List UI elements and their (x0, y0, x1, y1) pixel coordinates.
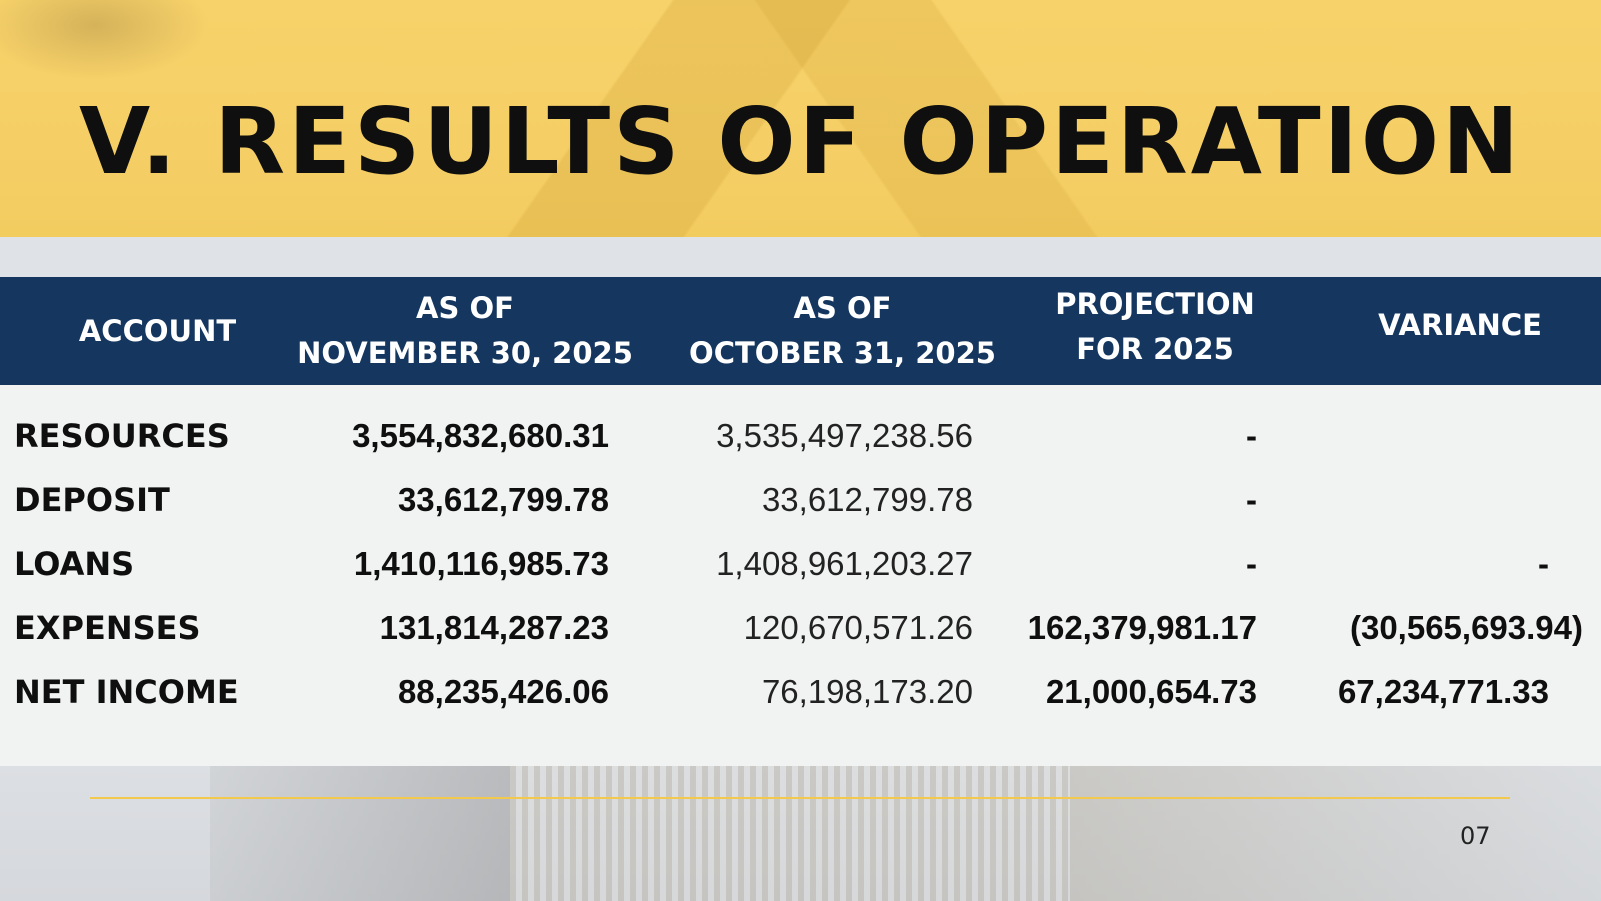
table-row: RESOURCES 3,554,832,680.31 3,535,497,238… (0, 408, 1601, 464)
building-background-left (210, 766, 510, 901)
header-projection-line1: PROJECTION (1055, 287, 1255, 321)
header-account-label: ACCOUNT (78, 313, 237, 348)
building-background-right (1070, 766, 1601, 901)
row-projection-value: - (1246, 417, 1257, 454)
table-row: LOANS 1,410,116,985.73 1,408,961,203.27 … (0, 536, 1601, 592)
row-variance-value: 67,234,771.33 (1337, 673, 1549, 710)
row-projection-value: - (1246, 545, 1257, 582)
row-variance-value: (30,565,693.94) (1349, 609, 1583, 646)
table-body: RESOURCES 3,554,832,680.31 3,535,497,238… (0, 385, 1601, 766)
table-row: NET INCOME 88,235,426.06 76,198,173.20 2… (0, 664, 1601, 720)
header-variance: VARIANCE (1340, 271, 1580, 379)
header-november-line2: NOVEMBER 30, 2025 (297, 336, 633, 370)
header-november-line1: AS OF (416, 291, 514, 325)
background-band (0, 237, 1601, 277)
header-october-line2: OCTOBER 31, 2025 (689, 336, 996, 370)
row-oct-value: 33,612,799.78 (761, 481, 973, 518)
header-november: AS OF NOVEMBER 30, 2025 (285, 277, 645, 385)
row-nov-value: 3,554,832,680.31 (352, 417, 609, 454)
row-oct-value: 1,408,961,203.27 (716, 545, 973, 582)
footer-divider (90, 797, 1510, 799)
row-account: RESOURCES (14, 417, 230, 455)
row-account: EXPENSES (14, 609, 201, 647)
row-nov-value: 88,235,426.06 (397, 673, 609, 710)
row-account: DEPOSIT (14, 481, 170, 519)
header-account: ACCOUNT (40, 277, 275, 385)
header-projection-line2: FOR 2025 (1076, 332, 1234, 366)
table-header: ACCOUNT AS OF NOVEMBER 30, 2025 AS OF OC… (0, 277, 1601, 385)
row-projection-value: 162,379,981.17 (1027, 609, 1257, 646)
building-background-center (510, 766, 1070, 901)
header-october-line1: AS OF (793, 291, 892, 325)
building-background (0, 766, 1601, 901)
header-variance-label: VARIANCE (1378, 307, 1542, 342)
row-nov-value: 131,814,287.23 (379, 609, 609, 646)
header-october: AS OF OCTOBER 31, 2025 (665, 277, 1020, 385)
table-row: DEPOSIT 33,612,799.78 33,612,799.78 - (0, 472, 1601, 528)
title-banner (0, 0, 1601, 237)
row-projection-value: - (1246, 481, 1257, 518)
table-row: EXPENSES 131,814,287.23 120,670,571.26 1… (0, 600, 1601, 656)
row-nov-value: 1,410,116,985.73 (353, 545, 609, 582)
header-projection: PROJECTION FOR 2025 (1030, 273, 1280, 381)
row-nov-value: 33,612,799.78 (397, 481, 609, 518)
page-number: 07 (1460, 822, 1491, 850)
row-oct-value: 76,198,173.20 (761, 673, 973, 710)
row-projection-value: 21,000,654.73 (1045, 673, 1257, 710)
slide-title: V. RESULTS OF OPERATION (78, 88, 1523, 195)
row-account: LOANS (14, 545, 135, 583)
row-account: NET INCOME (14, 673, 239, 711)
row-oct-value: 3,535,497,238.56 (716, 417, 973, 454)
row-variance-value: - (1538, 545, 1549, 582)
roof-background-image (0, 0, 1601, 237)
row-oct-value: 120,670,571.26 (743, 609, 973, 646)
